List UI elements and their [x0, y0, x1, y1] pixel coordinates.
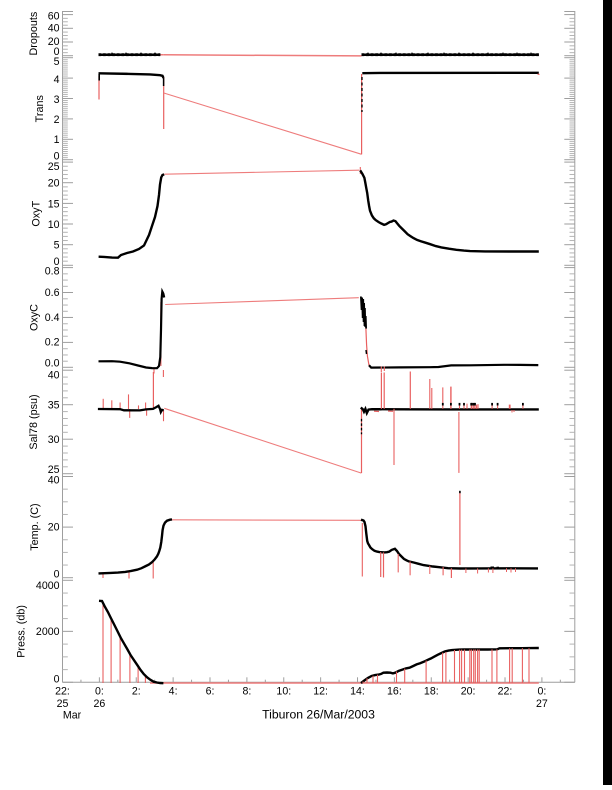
svg-text:18:: 18: — [424, 685, 439, 697]
svg-text:3: 3 — [54, 94, 60, 106]
svg-text:40: 40 — [48, 22, 60, 34]
svg-text:0.6: 0.6 — [45, 287, 60, 299]
svg-text:0: 0 — [54, 46, 60, 58]
svg-text:22:: 22: — [55, 685, 70, 697]
svg-text:20: 20 — [48, 522, 60, 534]
svg-text:0: 0 — [54, 674, 60, 686]
svg-text:6:: 6: — [206, 685, 215, 697]
svg-text:12:: 12: — [313, 685, 328, 697]
svg-text:Sal78 (psu): Sal78 (psu) — [28, 394, 40, 449]
svg-text:2:: 2: — [132, 685, 141, 697]
svg-text:0: 0 — [54, 569, 60, 581]
svg-text:14:: 14: — [350, 685, 365, 697]
svg-text:2000: 2000 — [36, 626, 60, 638]
svg-text:10: 10 — [48, 219, 60, 231]
svg-text:Mar: Mar — [63, 710, 82, 722]
svg-text:OxyC: OxyC — [29, 304, 41, 331]
svg-text:4: 4 — [54, 74, 60, 86]
svg-text:20: 20 — [48, 178, 60, 190]
svg-text:15: 15 — [48, 198, 60, 210]
svg-text:20: 20 — [48, 36, 60, 48]
svg-text:0.2: 0.2 — [45, 337, 60, 349]
svg-text:OxyT: OxyT — [30, 200, 42, 226]
svg-text:10:: 10: — [276, 685, 291, 697]
svg-text:27: 27 — [536, 698, 548, 710]
svg-text:25: 25 — [48, 161, 60, 173]
svg-text:26: 26 — [94, 698, 106, 710]
svg-text:22:: 22: — [498, 685, 513, 697]
svg-text:Dropouts: Dropouts — [28, 11, 40, 55]
svg-text:25: 25 — [57, 698, 69, 710]
svg-text:5: 5 — [54, 240, 60, 252]
svg-text:5: 5 — [54, 56, 60, 68]
svg-text:35: 35 — [48, 399, 60, 411]
svg-text:40: 40 — [48, 370, 60, 382]
svg-text:16:: 16: — [387, 685, 402, 697]
svg-text:1: 1 — [54, 134, 60, 146]
svg-text:Press. (db): Press. (db) — [16, 605, 28, 658]
svg-text:0:: 0: — [95, 685, 104, 697]
svg-text:40: 40 — [48, 475, 60, 487]
svg-text:0.4: 0.4 — [45, 312, 60, 324]
svg-text:0: 0 — [54, 256, 60, 268]
svg-text:60: 60 — [48, 10, 60, 22]
svg-text:4000: 4000 — [36, 580, 60, 592]
svg-text:Temp. (C): Temp. (C) — [29, 503, 41, 550]
svg-text:4:: 4: — [169, 685, 178, 697]
svg-text:Tiburon 26/Mar/2003: Tiburon 26/Mar/2003 — [262, 707, 375, 721]
svg-text:0.0: 0.0 — [45, 358, 60, 370]
svg-text:0:: 0: — [537, 685, 546, 697]
svg-text:25: 25 — [48, 464, 60, 476]
svg-text:0.8: 0.8 — [45, 265, 60, 277]
svg-text:2: 2 — [54, 114, 60, 126]
svg-text:30: 30 — [48, 434, 60, 446]
svg-text:20:: 20: — [461, 685, 476, 697]
svg-text:0: 0 — [54, 151, 60, 163]
svg-text:Trans: Trans — [34, 95, 46, 123]
svg-text:8:: 8: — [242, 685, 251, 697]
